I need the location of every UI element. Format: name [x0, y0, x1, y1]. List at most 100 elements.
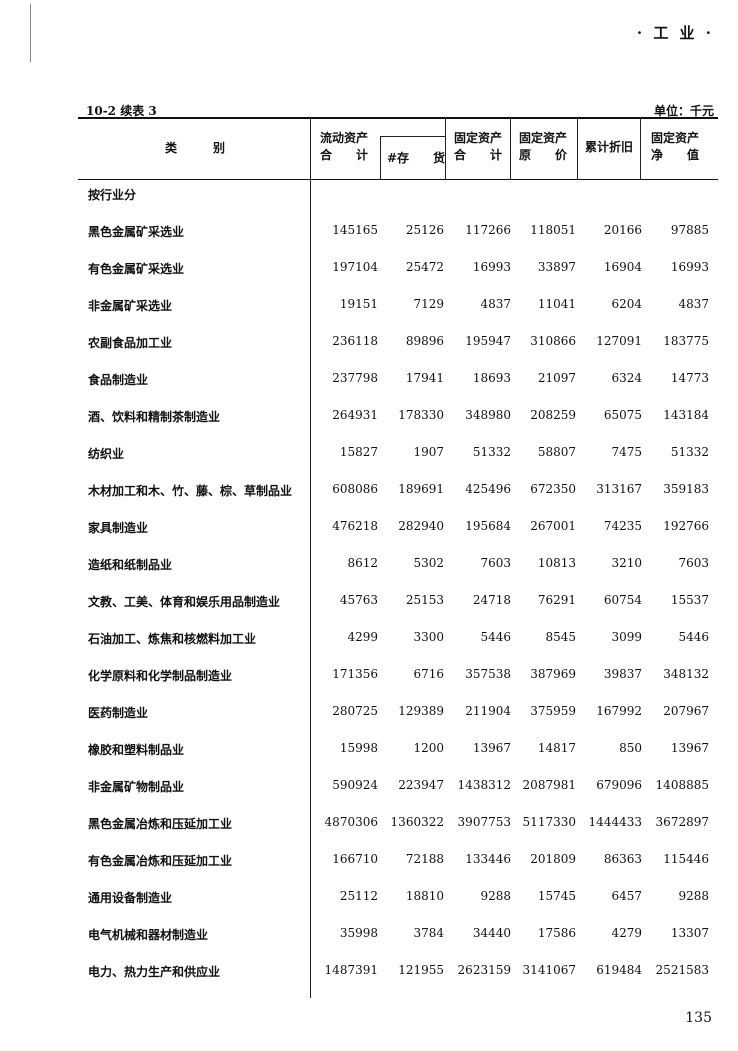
cell-value: 167992 [596, 704, 642, 718]
cell-value: 118051 [530, 223, 576, 237]
cell-value: 310866 [530, 334, 576, 348]
cell-value: 375959 [530, 704, 576, 718]
cell-value: 280725 [332, 704, 378, 718]
cell-value: 33897 [537, 260, 576, 274]
section-label: 按行业分 [88, 188, 137, 202]
cell-value: 143184 [663, 408, 709, 422]
row-label: 石油加工、炼焦和核燃料加工业 [88, 632, 257, 646]
row-label: 农副食品加工业 [88, 336, 173, 350]
cell-value: 348980 [465, 408, 511, 422]
cell-value: 1487391 [324, 963, 378, 977]
cell-value: 223947 [398, 778, 444, 792]
cell-value: 4279 [611, 926, 642, 940]
row-label: 食品制造业 [88, 373, 149, 387]
cell-value: 619484 [596, 963, 642, 977]
cell-value: 145165 [332, 223, 378, 237]
cell-value: 387969 [530, 667, 576, 681]
cell-value: 89896 [405, 334, 444, 348]
row-label: 化学原料和化学制品制造业 [88, 669, 233, 683]
cell-value: 20166 [603, 223, 642, 237]
cell-value: 195947 [465, 334, 511, 348]
row-label: 非金属矿采选业 [88, 299, 173, 313]
cell-value: 348132 [663, 667, 709, 681]
cell-value: 15537 [670, 593, 709, 607]
header-fixed-assets-total: 固定资产 合 计 [454, 130, 502, 164]
header-bottom-rule [78, 179, 718, 180]
cell-value: 133446 [465, 852, 511, 866]
cell-value: 2087981 [522, 778, 576, 792]
cell-value: 86363 [603, 852, 642, 866]
cell-value: 166710 [332, 852, 378, 866]
table-id: 10-2 续表 3 [86, 104, 157, 118]
cell-value: 3099 [611, 630, 642, 644]
cell-value: 476218 [332, 519, 378, 533]
cell-value: 1907 [413, 445, 444, 459]
cell-value: 7603 [678, 556, 709, 570]
row-label: 医药制造业 [88, 706, 149, 720]
header-line: 合 计 [454, 148, 503, 162]
row-label: 橡胶和塑料制品业 [88, 743, 185, 757]
row-label: 电力、热力生产和供应业 [88, 965, 221, 979]
header-fixed-assets-net: 固定资产 净 值 [651, 130, 699, 164]
cell-value: 9288 [678, 889, 709, 903]
cell-value: 590924 [332, 778, 378, 792]
cell-value: 208259 [530, 408, 576, 422]
cell-value: 3907753 [457, 815, 511, 829]
cell-value: 25153 [405, 593, 444, 607]
cell-value: 14817 [537, 741, 576, 755]
header-divider [640, 118, 641, 179]
cell-value: 7603 [480, 556, 511, 570]
cell-value: 264931 [332, 408, 378, 422]
cell-value: 24718 [472, 593, 511, 607]
cell-value: 4837 [678, 297, 709, 311]
row-label: 非金属矿物制品业 [88, 780, 185, 794]
cell-value: 178330 [398, 408, 444, 422]
row-label: 黑色金属冶炼和压延加工业 [88, 817, 233, 831]
cell-value: 51332 [472, 445, 511, 459]
cell-value: 34440 [472, 926, 511, 940]
cell-value: 189691 [398, 482, 444, 496]
cell-value: 16993 [670, 260, 709, 274]
cell-value: 3210 [611, 556, 642, 570]
cell-value: 183775 [663, 334, 709, 348]
cell-value: 115446 [663, 852, 709, 866]
cell-value: 17586 [537, 926, 576, 940]
cell-value: 18810 [405, 889, 444, 903]
inventory-header-box [380, 136, 446, 180]
cell-value: 359183 [663, 482, 709, 496]
header-line: 原 价 [519, 148, 568, 162]
cell-value: 25472 [405, 260, 444, 274]
cell-value: 10813 [537, 556, 576, 570]
cell-value: 14773 [670, 371, 709, 385]
cell-value: 6716 [413, 667, 444, 681]
row-label: 有色金属矿采选业 [88, 262, 185, 276]
header-depreciation: 累计折旧 [585, 140, 634, 154]
cell-value: 1444433 [588, 815, 642, 829]
header-current-assets: 流动资产 合 计 [320, 130, 368, 164]
cell-value: 60754 [603, 593, 642, 607]
row-label: 家具制造业 [88, 521, 149, 535]
cell-value: 25126 [405, 223, 444, 237]
row-label: 黑色金属矿采选业 [88, 225, 185, 239]
cell-value: 4870306 [324, 815, 378, 829]
cell-value: 5446 [678, 630, 709, 644]
cell-value: 18693 [472, 371, 511, 385]
cell-value: 195684 [465, 519, 511, 533]
cell-value: 129389 [398, 704, 444, 718]
cell-value: 117266 [465, 223, 511, 237]
cell-value: 74235 [603, 519, 642, 533]
cell-value: 72188 [405, 852, 444, 866]
cell-value: 4299 [347, 630, 378, 644]
cell-value: 850 [619, 741, 642, 755]
cell-value: 207967 [663, 704, 709, 718]
cell-value: 8612 [347, 556, 378, 570]
header-fixed-assets-original: 固定资产 原 价 [519, 130, 567, 164]
cell-value: 3672897 [655, 815, 709, 829]
cell-value: 121955 [398, 963, 444, 977]
cell-value: 1408885 [655, 778, 709, 792]
header-line: 流动资产 [320, 131, 369, 145]
cell-value: 5446 [480, 630, 511, 644]
column-divider [310, 118, 311, 998]
cell-value: 6457 [611, 889, 642, 903]
cell-value: 313167 [596, 482, 642, 496]
